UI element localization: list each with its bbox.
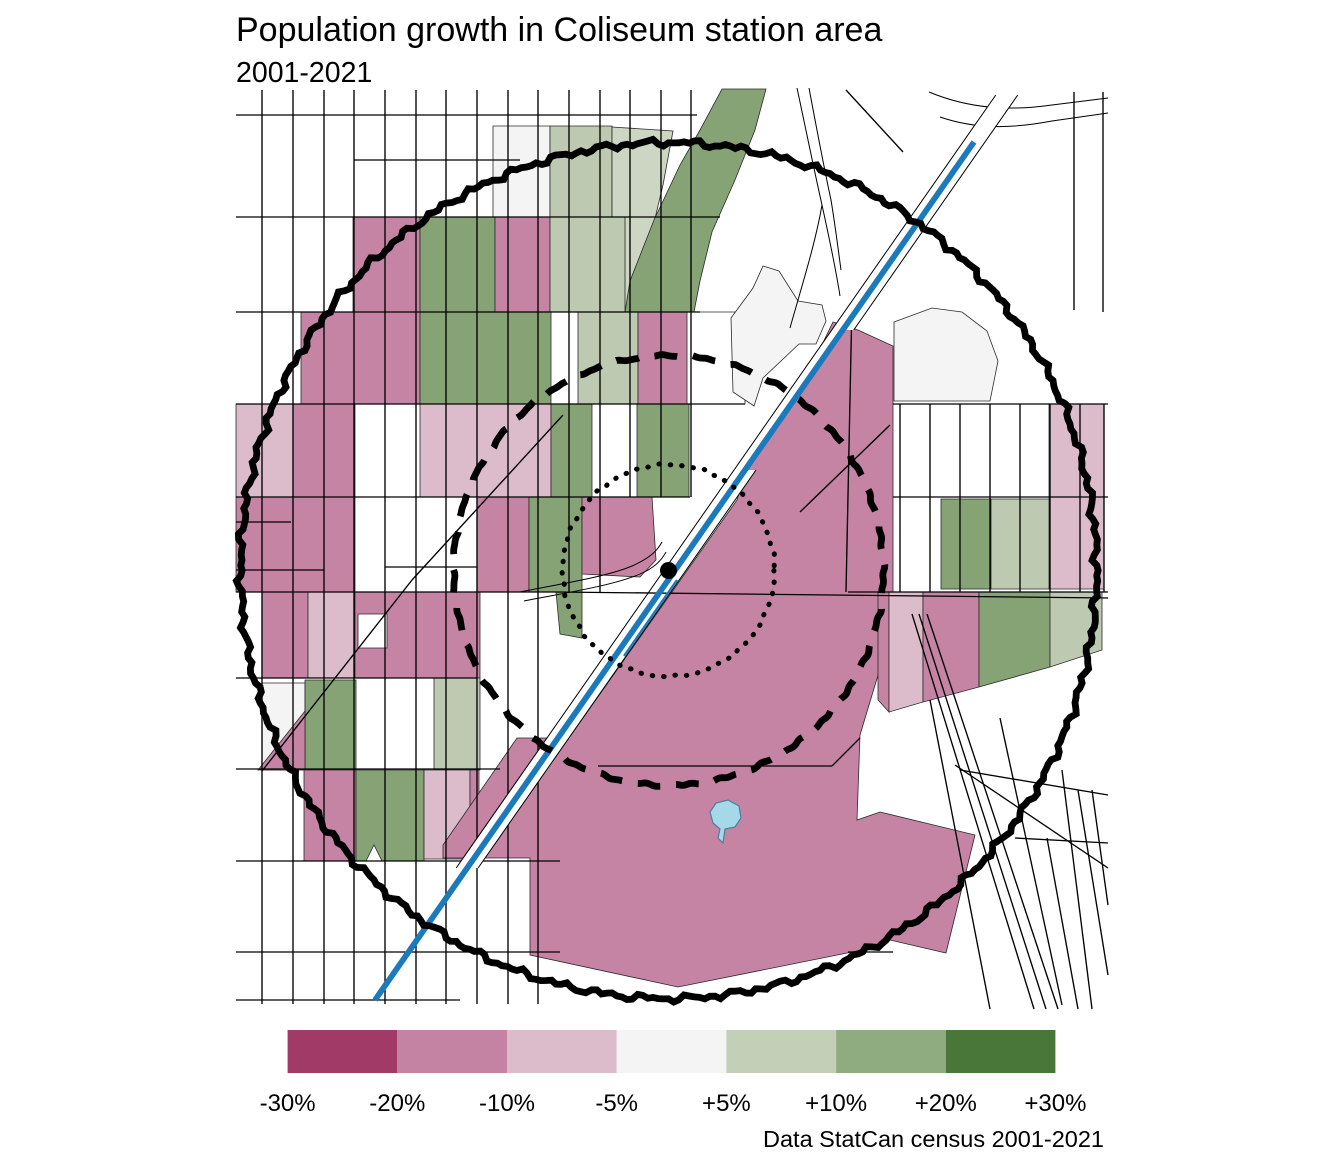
svg-text:+10%: +10%: [805, 1090, 867, 1117]
svg-text:+20%: +20%: [915, 1090, 977, 1117]
svg-text:Data StatCan census 2001-2021: Data StatCan census 2001-2021: [763, 1126, 1104, 1152]
svg-text:Population growth in Coliseum: Population growth in Coliseum station ar…: [236, 11, 882, 49]
svg-text:-10%: -10%: [479, 1090, 535, 1117]
svg-text:-5%: -5%: [595, 1090, 638, 1117]
svg-text:-20%: -20%: [369, 1090, 425, 1117]
svg-text:+5%: +5%: [702, 1090, 751, 1117]
svg-text:-30%: -30%: [260, 1090, 316, 1117]
svg-text:+30%: +30%: [1024, 1090, 1086, 1117]
svg-text:2001-2021: 2001-2021: [236, 57, 372, 89]
